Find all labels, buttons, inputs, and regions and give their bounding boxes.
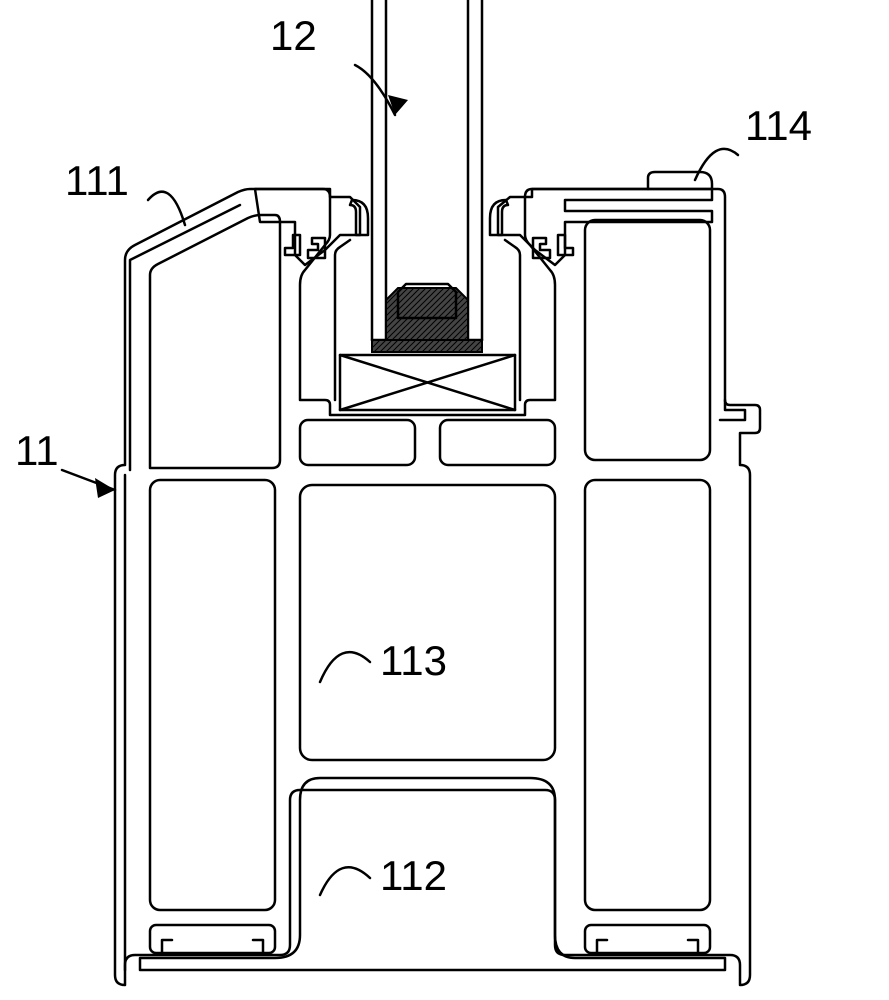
seat-chamber-left	[300, 420, 415, 465]
glaze-wall-left	[335, 240, 350, 400]
label-12: 12	[270, 12, 317, 59]
glaze-wall-right	[505, 240, 520, 400]
right-chamber-upper	[585, 220, 710, 460]
left-chamber-tall	[150, 480, 275, 910]
label-114: 114	[745, 102, 812, 149]
seat-chamber-right	[440, 420, 555, 465]
center-chamber	[300, 485, 555, 760]
sealant-bead	[372, 340, 482, 352]
window-profile-diagram: 12 114 111 11 113 112	[0, 0, 889, 1000]
right-chamber-tall	[585, 480, 710, 910]
foot-right-barb	[597, 940, 698, 953]
left-outer-wall-a	[130, 205, 240, 470]
label-113: 113	[380, 637, 447, 684]
right-notch	[720, 400, 745, 420]
foot-left-barb	[162, 940, 263, 953]
left-chamber-upper	[150, 215, 280, 468]
label-111: 111	[65, 157, 129, 204]
bead-right-body	[498, 189, 712, 265]
label-112: 112	[380, 852, 447, 899]
bead-right-lip	[648, 172, 712, 189]
label-11: 11	[15, 427, 59, 474]
